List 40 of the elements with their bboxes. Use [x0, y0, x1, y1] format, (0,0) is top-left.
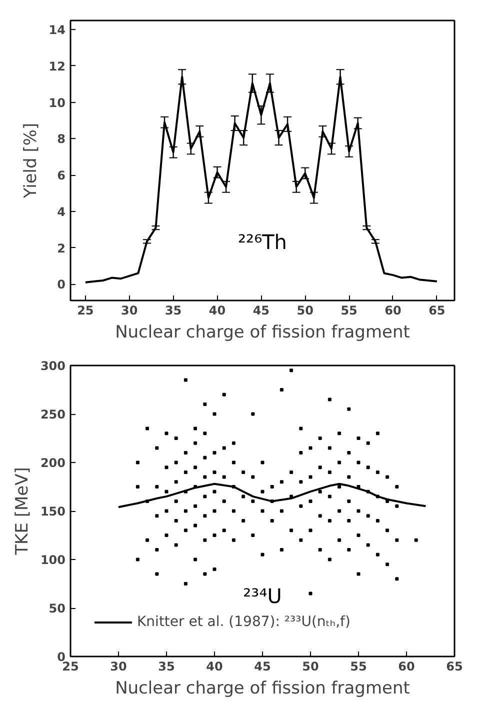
x-tick-label: 25 [77, 304, 94, 318]
y-axis-title: TKE [MeV] [12, 467, 32, 556]
y-tick-label: 200 [40, 456, 66, 470]
x-tick-label: 30 [121, 304, 138, 318]
y-tick-label: 14 [48, 23, 66, 38]
x-axis-title: Nuclear charge of fission fragment [115, 322, 410, 342]
x-tick-label: 60 [384, 304, 402, 318]
y-tick-label: 12 [48, 59, 66, 74]
x-tick-label: 35 [158, 660, 175, 674]
y-tick-label: 250 [40, 408, 66, 422]
x-tick-label: 40 [208, 304, 226, 318]
line-series [118, 482, 427, 508]
x-tick-label: 25 [62, 660, 79, 674]
y-tick-label: 10 [48, 96, 66, 110]
legend-label: Knitter et al. (1987): ²³³U(nₜₕ,f) [137, 614, 350, 630]
annotation: ²³⁴U [243, 584, 282, 608]
x-tick-label: 50 [302, 660, 319, 674]
x-tick-label: 60 [398, 660, 415, 674]
x-tick-label: 45 [254, 660, 271, 674]
y-tick-label: 8 [57, 132, 66, 146]
y-tick-label: 100 [40, 553, 66, 567]
x-tick-label: 45 [252, 304, 270, 318]
y-tick-label: 2 [57, 241, 66, 256]
x-tick-label: 55 [340, 304, 358, 318]
x-axis-title: Nuclear charge of fission fragment [115, 678, 410, 698]
x-tick-label: 65 [428, 304, 446, 318]
y-tick-label: 300 [40, 359, 66, 373]
y-axis-title: Yield [%] [20, 122, 41, 200]
y-tick-label: 0 [57, 278, 66, 292]
x-tick-label: 55 [350, 660, 367, 674]
y-tick-label: 4 [57, 204, 66, 219]
y-tick-label: 50 [48, 602, 66, 616]
x-tick-label: 65 [446, 660, 463, 674]
y-tick-label: 150 [40, 504, 66, 518]
annotation: ²²⁶Th [238, 230, 287, 254]
x-tick-label: 35 [164, 304, 182, 318]
x-tick-label: 40 [206, 660, 223, 674]
x-tick-label: 50 [296, 304, 314, 318]
y-tick-label: 6 [57, 168, 66, 183]
x-tick-label: 30 [110, 660, 127, 674]
